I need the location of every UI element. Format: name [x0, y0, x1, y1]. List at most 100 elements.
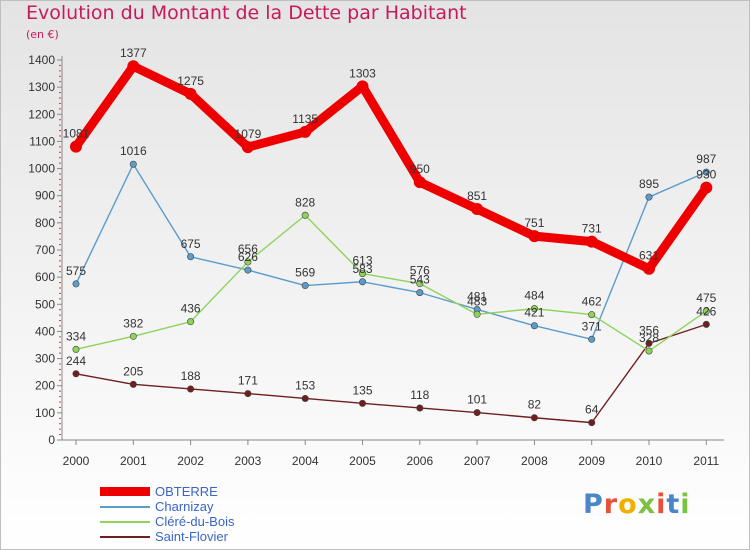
data-label-charnizay: 626	[238, 250, 258, 264]
data-label-cl-r-du-bois: 462	[582, 295, 602, 309]
y-tick-label: 700	[35, 243, 55, 257]
data-point-saint-flovier	[129, 380, 137, 388]
data-point-cl-r-du-bois	[473, 310, 481, 318]
y-tick-label: 0	[48, 433, 55, 447]
x-tick-label: 2011	[693, 454, 719, 468]
data-point-saint-flovier	[702, 320, 710, 328]
data-point-cl-r-du-bois	[187, 318, 195, 326]
legend-item-charnizay: Charnizay	[100, 499, 234, 514]
chart-unit-label: (en €)	[26, 28, 59, 41]
logo-letter: r	[603, 489, 619, 520]
data-point-charnizay	[645, 193, 653, 201]
data-point-charnizay	[702, 168, 710, 176]
data-point-cl-r-du-bois	[244, 258, 252, 266]
data-label-saint-flovier: 171	[238, 374, 258, 388]
legend-swatch-obterre	[100, 487, 150, 496]
data-label-obterre: 1135	[292, 112, 318, 126]
data-point-cl-r-du-bois	[301, 211, 309, 219]
data-label-charnizay: 987	[696, 152, 716, 166]
y-tick-label: 500	[35, 297, 55, 311]
data-label-obterre: 731	[582, 222, 602, 236]
data-point-saint-flovier	[187, 385, 195, 393]
data-label-charnizay: 421	[524, 306, 544, 320]
y-tick-label: 300	[35, 352, 55, 366]
data-label-obterre: 751	[524, 216, 544, 230]
data-point-saint-flovier	[301, 394, 309, 402]
data-label-obterre: 1079	[235, 127, 262, 141]
data-point-saint-flovier	[588, 419, 596, 427]
x-tick-label: 2010	[636, 454, 663, 468]
data-label-charnizay: 1016	[120, 144, 147, 158]
y-tick-label: 1300	[28, 80, 55, 94]
data-label-obterre: 1377	[120, 46, 147, 60]
data-point-charnizay	[416, 289, 424, 297]
y-tick-label: 800	[35, 216, 55, 230]
logo-letter: o	[618, 489, 638, 520]
data-label-saint-flovier: 101	[467, 393, 487, 407]
legend-label-obterre: OBTERRE	[155, 484, 218, 499]
data-label-charnizay: 575	[66, 264, 86, 278]
data-point-obterre	[528, 230, 541, 243]
data-point-cl-r-du-bois	[588, 311, 596, 319]
data-label-charnizay: 583	[352, 262, 372, 276]
y-tick-label: 1000	[28, 162, 55, 176]
data-label-cl-r-du-bois: 475	[696, 291, 716, 305]
data-point-saint-flovier	[244, 390, 252, 398]
proxiti-logo: Proxiti	[583, 489, 691, 520]
data-label-obterre: 631	[639, 249, 659, 263]
series-line-cl-r-du-bois	[75, 214, 707, 352]
data-point-charnizay	[358, 278, 366, 286]
data-label-charnizay: 481	[467, 289, 487, 303]
data-point-obterre	[413, 176, 426, 189]
data-label-saint-flovier: 426	[696, 304, 716, 318]
legend-label-charnizay: Charnizay	[155, 499, 214, 514]
data-point-saint-flovier	[530, 414, 538, 422]
y-tick-label: 100	[35, 406, 55, 420]
data-labels-layer: 244 205 188 171 153 135 118 101 82 64 356 426 575 101…	[63, 46, 717, 416]
data-point-charnizay	[244, 266, 252, 274]
series-line-saint-flovier	[75, 323, 707, 424]
data-label-saint-flovier: 205	[123, 364, 143, 378]
series-layer	[70, 60, 713, 427]
data-point-charnizay	[588, 335, 596, 343]
data-point-obterre	[127, 60, 140, 73]
logo-letter: t	[666, 489, 681, 520]
data-label-saint-flovier: 244	[66, 354, 86, 368]
y-tick-label: 600	[35, 270, 55, 284]
legend-item-obterre: OBTERRE	[100, 484, 234, 499]
data-label-charnizay: 569	[295, 266, 315, 280]
data-label-cl-r-du-bois: 436	[181, 302, 201, 316]
y-tick-label: 200	[35, 379, 55, 393]
y-tick-label: 1200	[28, 107, 55, 121]
data-label-saint-flovier: 153	[295, 378, 315, 392]
data-point-obterre	[184, 87, 197, 100]
data-label-obterre: 1081	[63, 127, 90, 141]
data-label-cl-r-du-bois: 334	[66, 329, 86, 343]
x-tick-label: 2000	[63, 454, 90, 468]
x-tick-label: 2007	[464, 454, 491, 468]
series-line-obterre	[71, 61, 711, 274]
data-point-cl-r-du-bois	[416, 280, 424, 288]
data-label-cl-r-du-bois: 613	[352, 254, 372, 268]
data-point-cl-r-du-bois	[530, 305, 538, 313]
data-label-obterre: 1275	[177, 74, 204, 88]
legend-swatch-charnizay	[100, 505, 150, 508]
x-tick-label: 2009	[578, 454, 605, 468]
data-point-obterre	[356, 80, 369, 93]
x-tick-label: 2004	[292, 454, 319, 468]
x-tick-label: 2002	[177, 454, 204, 468]
data-point-obterre	[585, 235, 598, 248]
x-tick-label: 2005	[349, 454, 376, 468]
data-label-saint-flovier: 64	[585, 403, 599, 417]
data-point-cl-r-du-bois	[645, 347, 653, 355]
y-tick-label: 400	[35, 324, 55, 338]
data-label-saint-flovier: 188	[181, 369, 201, 383]
legend-item-saint-flovier: Saint-Flovier	[100, 529, 234, 544]
axes: 0 100 200 300 400 500 600 700 800 900 1000 1100 1200…	[28, 53, 724, 468]
data-point-charnizay	[301, 282, 309, 290]
data-label-charnizay: 371	[582, 319, 602, 333]
x-tick-label: 2008	[521, 454, 548, 468]
data-point-obterre	[70, 140, 82, 153]
